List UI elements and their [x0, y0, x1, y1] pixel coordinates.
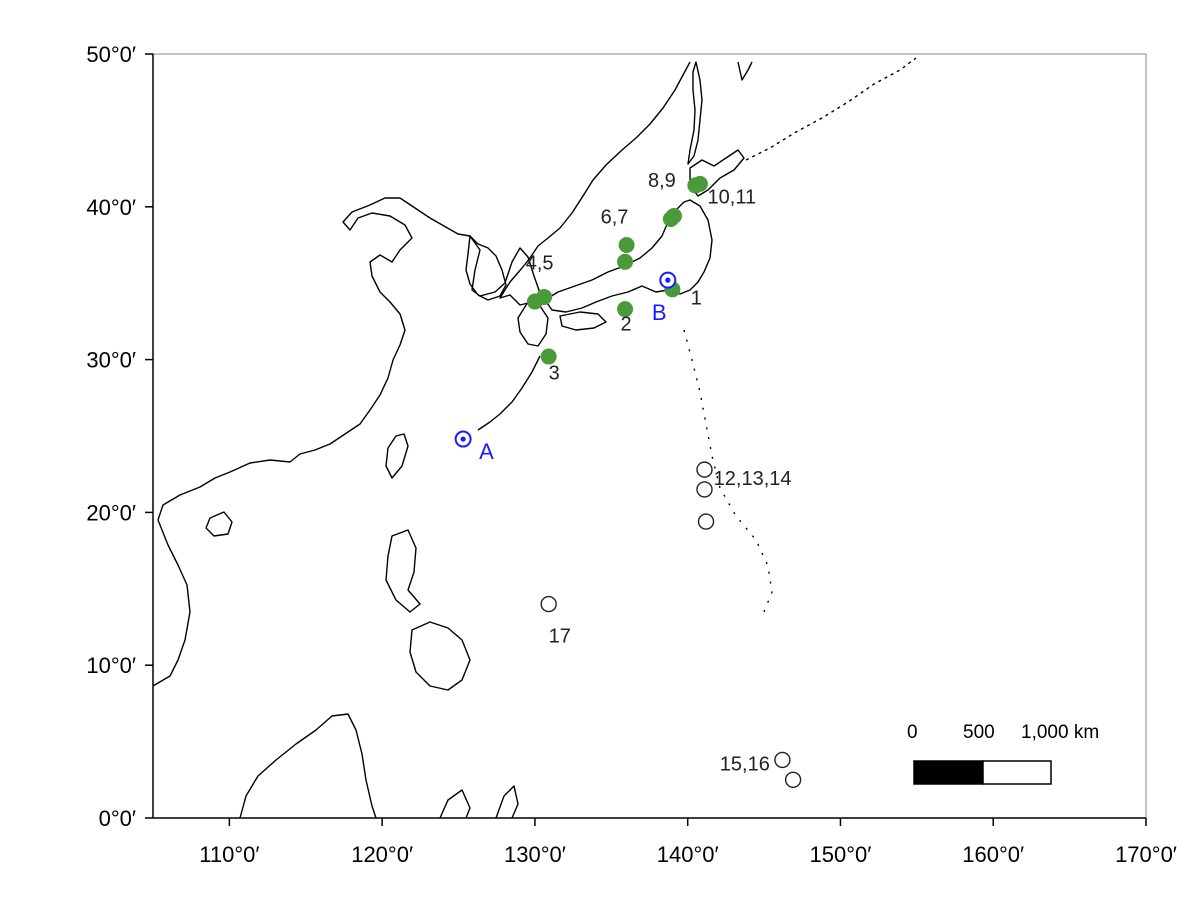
filled-site-marker [691, 175, 708, 192]
site-label: 12,13,14 [714, 468, 792, 490]
coastlines [152, 57, 917, 819]
site-label: 6,7 [601, 207, 629, 229]
y-tick-label: 50°0′ [86, 42, 136, 67]
scale-label-1000km: 1,000 km [1021, 722, 1099, 743]
filled-site-marker [617, 301, 634, 318]
filled-site-marker [536, 288, 553, 305]
filled-site-markers [526, 175, 708, 365]
site-label: 1 [691, 288, 702, 310]
site-label: 15,16 [720, 754, 770, 776]
x-axis-ticks: 110°0′ 120°0′ 130°0′ 140°0′ 150°0′ 160°0′ 170°… [199, 818, 1177, 867]
scale-bar: 0 500 1,000 km [907, 722, 1099, 785]
site-label: 8,9 [648, 170, 676, 192]
open-site-marker [697, 513, 715, 530]
korea-coast [465, 235, 507, 301]
open-site-marker [540, 595, 557, 613]
open-site-marker [696, 481, 713, 498]
map-frame [152, 53, 1147, 819]
filled-site-marker [617, 253, 634, 270]
site-labels: 1 2 3 4,5 6,7 8,9 10,11 12,13,14 15,16 17 [526, 170, 792, 776]
hainan-coast [205, 511, 233, 537]
y-tick-label: 30°0′ [86, 348, 136, 373]
site-label: 17 [549, 625, 571, 647]
y-tick-label: 0°0′ [99, 806, 136, 831]
reference-site-label: A [479, 439, 494, 464]
kuril-chain [745, 57, 917, 161]
mindanao-coast [409, 621, 471, 691]
x-tick-label: 130°0′ [504, 842, 566, 867]
site-label: 4,5 [526, 252, 554, 274]
y-tick-label: 40°0′ [86, 195, 136, 220]
scale-label-0: 0 [907, 722, 918, 743]
scale-bar-white-segment [982, 760, 1052, 785]
reference-site-dot [665, 277, 671, 283]
site-label: 3 [549, 362, 560, 384]
kyushu-coast [517, 301, 549, 347]
sakhalin-coast [687, 61, 703, 165]
mainland-coast [152, 61, 691, 687]
reference-site-dot [460, 436, 466, 442]
x-tick-label: 140°0′ [657, 842, 719, 867]
reference-site-markers: AB [454, 271, 677, 464]
open-site-marker [774, 751, 791, 769]
sulawesi-coast [439, 789, 471, 819]
y-tick-label: 10°0′ [86, 653, 136, 678]
reference-site-label: B [652, 300, 667, 325]
y-tick-label: 20°0′ [86, 500, 136, 525]
x-tick-label: 150°0′ [810, 842, 872, 867]
open-site-markers [540, 461, 802, 788]
x-tick-label: 160°0′ [962, 842, 1024, 867]
honshu-coast [544, 199, 713, 313]
site-label: 2 [620, 314, 631, 336]
borneo-coast [239, 713, 377, 819]
taiwan-coast [385, 433, 409, 479]
halmahera-coast [495, 785, 519, 819]
open-site-marker [784, 771, 802, 788]
shikoku-coast [559, 311, 607, 331]
filled-site-marker [618, 237, 635, 253]
filled-site-marker [662, 211, 679, 228]
x-tick-label: 110°0′ [199, 842, 259, 867]
scale-bar-black-segment [913, 760, 984, 785]
x-tick-label: 170°0′ [1115, 842, 1177, 867]
scale-label-500: 500 [963, 722, 995, 743]
ryukyu-chain [477, 355, 541, 431]
hokkaido-coast [689, 149, 745, 197]
filled-site-marker [540, 348, 557, 365]
open-site-marker [696, 461, 713, 478]
x-tick-label: 120°0′ [351, 842, 413, 867]
y-axis-ticks: 0°0′ 10°0′ 20°0′ 30°0′ 40°0′ 50°0′ [86, 42, 153, 831]
site-label: 10,11 [708, 187, 757, 209]
kamchatka-coast [737, 61, 753, 81]
luzon-coast [385, 529, 421, 613]
